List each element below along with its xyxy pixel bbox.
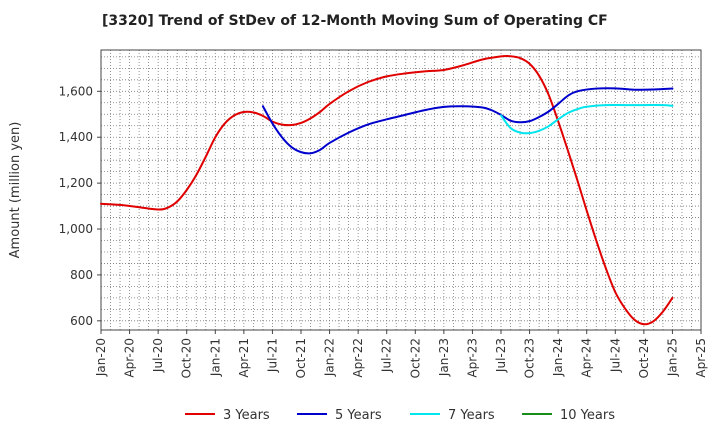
- x-tick-label: Apr-24: [580, 338, 594, 378]
- legend-label-3-years: 3 Years: [223, 408, 270, 423]
- x-tick-label: Apr-25: [694, 338, 708, 378]
- legend-label-5-years: 5 Years: [335, 408, 382, 423]
- chart-title: [3320] Trend of StDev of 12-Month Moving…: [102, 13, 608, 29]
- y-tick-label: 1,600: [59, 84, 93, 98]
- axes: 600 800 1,000 1,200 1,400 1,600 Jan-20 Apr-20 Ju…: [8, 49, 708, 378]
- series-line-3-years: [100, 54, 674, 326]
- x-tick-label: Jul-21: [265, 338, 279, 373]
- grid: [101, 50, 701, 330]
- x-tick-label: Oct-23: [523, 338, 537, 378]
- series-layer: [100, 54, 674, 326]
- series-line-7-years: [500, 103, 674, 135]
- y-tick-label: 600: [70, 314, 93, 328]
- x-tick-label: Jan-22: [323, 338, 337, 377]
- x-tick-label: Jan-21: [208, 338, 222, 377]
- plot-frame: [100, 49, 702, 331]
- y-tick-label: 1,200: [59, 176, 93, 190]
- x-tick-label: Oct-22: [408, 338, 422, 378]
- series-line-5-years: [261, 87, 674, 155]
- x-tick-label: Jul-20: [151, 338, 165, 373]
- x-tick-label: Jul-23: [494, 338, 508, 373]
- y-axis-label: Amount (million yen): [8, 122, 23, 259]
- x-tick-label: Apr-23: [465, 338, 479, 378]
- x-tick-label: Jan-25: [665, 338, 679, 377]
- x-tick-label: Jan-24: [551, 338, 565, 377]
- y-tick-label: 1,000: [59, 222, 93, 236]
- x-tick-label: Oct-21: [294, 338, 308, 378]
- x-tick-label: Oct-24: [637, 338, 651, 378]
- x-tick-label: Jan-20: [94, 338, 108, 377]
- y-tick-label: 1,400: [59, 130, 93, 144]
- x-tick-label: Jul-24: [608, 338, 622, 373]
- x-tick-label: Apr-22: [351, 338, 365, 378]
- x-tick-label: Jan-23: [437, 338, 451, 377]
- y-tick-label: 800: [70, 268, 93, 282]
- legend-label-10-years: 10 Years: [560, 408, 615, 423]
- legend: 3 Years 5 Years 7 Years 10 Years: [185, 408, 615, 423]
- legend-label-7-years: 7 Years: [448, 408, 495, 423]
- x-tick-label: Jul-22: [380, 338, 394, 373]
- x-tick-label: Oct-20: [180, 338, 194, 378]
- x-tick-label: Apr-20: [123, 338, 137, 378]
- x-tick-label: Apr-21: [237, 338, 251, 378]
